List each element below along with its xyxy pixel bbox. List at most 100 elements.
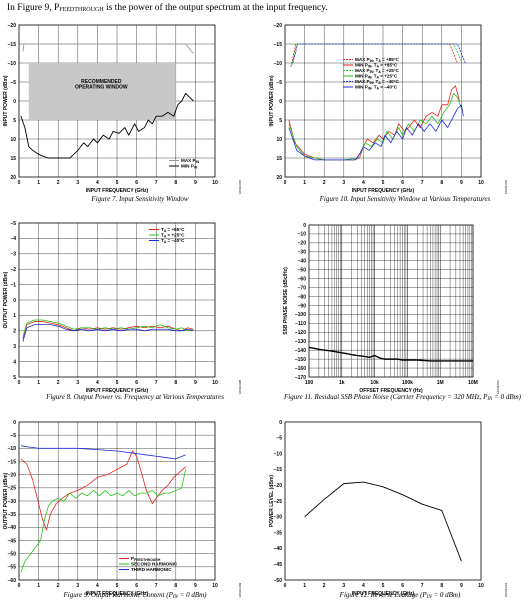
y-axis-label: OUTPUT POWER (dBm) xyxy=(3,472,9,529)
x-tick-label: 5 xyxy=(382,583,385,589)
y-tick-label: –4 xyxy=(10,236,16,242)
caption-fig10: Figure 10. Input Sensitivity Window at V… xyxy=(319,195,491,203)
x-tick-label: 9 xyxy=(460,583,463,589)
y-tick-label: –5 xyxy=(10,80,16,86)
caption-fig9-main: Figure 9. Output Harmonic Content (P xyxy=(63,591,173,599)
x-tick-label: 2 xyxy=(323,180,326,186)
x-tick-label: 3 xyxy=(76,583,79,589)
x-tick-label: 2 xyxy=(323,583,326,589)
plot-area xyxy=(18,222,216,378)
x-tick-label: 1 xyxy=(37,180,40,186)
y-tick-label: 20 xyxy=(276,175,282,181)
chart-fig12: 0–5–10–15–20–25–30–35–40–45–500 1 2 3 4 5 6 7 8 9… xyxy=(269,420,508,598)
legend-entry-2: SECOND HARMONIC xyxy=(131,562,178,567)
x-tick-label: 7 xyxy=(421,180,424,186)
y-axis-label: INPUT POWER (dBm) xyxy=(269,75,275,126)
x-tick-label: 0 xyxy=(18,180,21,186)
caption-fig11: Figure 11. Residual SSB Phase Noise (Car… xyxy=(280,393,525,402)
y-tick-label: –60 xyxy=(298,276,307,282)
y-tick-label: –10 xyxy=(8,446,17,452)
x-tick-label: 9 xyxy=(194,180,197,186)
y-tick-label: 0 xyxy=(303,223,306,229)
y-tick-label: –160 xyxy=(295,366,306,372)
caption-fig11-post: = 0 dBm) xyxy=(492,393,521,401)
y-tick-label: 10 xyxy=(276,137,282,143)
figure-code: 10646-012 xyxy=(504,583,508,598)
x-tick-label: 4 xyxy=(96,180,99,186)
x-tick-label: 5 xyxy=(116,583,119,589)
x-tick-label: 2 xyxy=(57,380,60,386)
x-tick-label: 6 xyxy=(401,180,404,186)
legend-entry-3: TA = –40°C xyxy=(161,238,185,244)
legend-entry-3: MAX PIN, TA = +25°C xyxy=(355,68,400,74)
caption-fig12-post: = 0 dBm) xyxy=(431,591,461,599)
figure-code: 10646-009 xyxy=(238,583,242,598)
caption-fig12-sub: IN xyxy=(426,595,432,600)
caption-fig12-main: Figure 12. Reverse Leakage (P xyxy=(339,591,427,599)
series-line-2 xyxy=(288,85,460,161)
x-tick-label: 3 xyxy=(76,380,79,386)
y-tick-label: –70 xyxy=(298,285,307,291)
y-tick-label: –30 xyxy=(298,250,307,256)
y-tick-label: –2 xyxy=(10,267,16,273)
y-tick-label: –50 xyxy=(298,268,307,274)
figure-code: 10646-007 xyxy=(238,180,242,195)
caption-fig7: Figure 7. Input Sensitivity Window xyxy=(91,195,189,203)
annotation-text: RECOMMENDED xyxy=(81,79,122,85)
chart-fig9: 0–5–10–15–20–25–30–35–40–45–50–55–600 1 2 3… xyxy=(3,420,242,598)
y-tick-label: –25 xyxy=(8,486,17,492)
intro-text: In Figure 9, PFEEDTHROUGH is the power o… xyxy=(7,3,328,13)
y-tick-label: 15 xyxy=(276,156,282,162)
plot-area xyxy=(308,224,474,378)
series-line-2 xyxy=(20,92,194,159)
x-tick-label: 4 xyxy=(362,583,365,589)
y-tick-label: –40 xyxy=(274,546,283,552)
x-tick-label: 1k xyxy=(339,380,345,386)
caption-fig11-main: Figure 11. Residual SSB Phase Noise (Car… xyxy=(284,393,488,401)
x-tick-label: 4 xyxy=(96,583,99,589)
caption-fig9: Figure 9. Output Harmonic Content (PIN =… xyxy=(40,591,230,600)
caption-fig12: Figure 12. Reverse Leakage (PIN = 0 dBm) xyxy=(305,591,495,600)
y-tick-label: –90 xyxy=(298,303,307,309)
y-tick-label: –110 xyxy=(295,321,306,327)
y-tick-label: –30 xyxy=(274,515,283,521)
x-tick-label: 1M xyxy=(437,380,444,386)
x-axis-label: INPUT FREQUENCY (GHz) xyxy=(86,591,149,597)
y-tick-label: 15 xyxy=(10,156,16,162)
y-tick-label: –40 xyxy=(8,525,17,531)
x-tick-label: 0 xyxy=(18,380,21,386)
intro-post: is the power of the output spectrum at t… xyxy=(103,3,328,13)
x-tick-label: 1 xyxy=(303,180,306,186)
y-tick-label: –15 xyxy=(274,42,283,48)
y-tick-label: 0 xyxy=(279,420,282,426)
y-tick-label: –20 xyxy=(274,483,283,489)
x-tick-label: 1 xyxy=(37,380,40,386)
annotation-box xyxy=(69,77,134,91)
x-tick-label: 1 xyxy=(303,583,306,589)
x-tick-label: 4 xyxy=(362,180,365,186)
x-tick-label: 6 xyxy=(135,380,138,386)
legend-entry-2: MIN PIN, TA = +85°C xyxy=(355,63,398,69)
y-tick-label: –55 xyxy=(8,565,17,571)
y-tick-label: –140 xyxy=(295,348,306,354)
x-axis-label: INPUT FREQUENCY (GHz) xyxy=(86,188,149,194)
y-tick-label: –35 xyxy=(8,512,17,518)
x-tick-label: 10M xyxy=(468,380,478,386)
figure-code: 10646-010 xyxy=(504,180,508,195)
y-tick-label: –40 xyxy=(298,259,307,265)
x-axis-label: INPUT FREQUENCY (GHz) xyxy=(86,388,149,394)
legend-entry-3: THIRD HARMONIC xyxy=(131,567,172,572)
legend-entry-2: TA = +25°C xyxy=(161,233,185,239)
y-tick-label: 3 xyxy=(13,344,16,350)
y-tick-label: –25 xyxy=(274,499,283,505)
y-tick-label: 0 xyxy=(13,298,16,304)
x-tick-label: 2 xyxy=(57,180,60,186)
plot-area xyxy=(284,24,482,178)
x-tick-label: 5 xyxy=(116,180,119,186)
y-tick-label: –20 xyxy=(274,23,283,29)
legend-entry-5: MAX PIN, TA = –40°C xyxy=(355,79,400,85)
figure-code: 10646-008 xyxy=(238,380,242,395)
x-tick-label: 3 xyxy=(342,180,345,186)
y-tick-label: –150 xyxy=(295,357,306,363)
